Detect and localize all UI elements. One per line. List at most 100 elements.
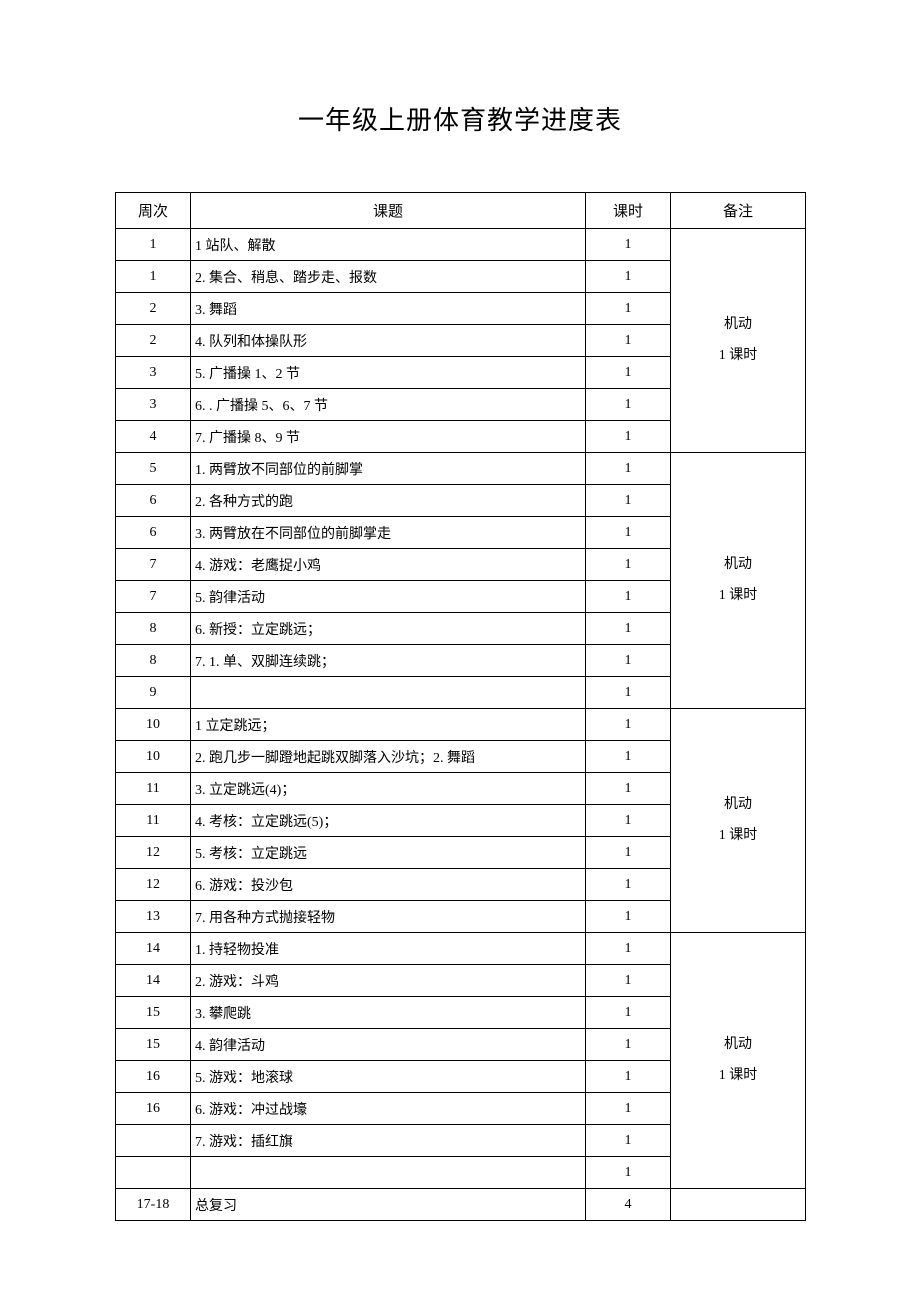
- notes-line: 机动: [671, 550, 805, 581]
- cell-week: 11: [116, 805, 191, 837]
- cell-topic: 6. 新授：立定跳远；: [191, 613, 586, 645]
- cell-topic: 7. 用各种方式抛接轻物: [191, 901, 586, 933]
- cell-week: 15: [116, 1029, 191, 1061]
- cell-week: 3: [116, 357, 191, 389]
- notes-line: 1 课时: [671, 1061, 805, 1092]
- cell-notes: 机动1 课时: [671, 453, 806, 709]
- cell-topic: 2. 集合、稍息、踏步走、报数: [191, 261, 586, 293]
- cell-topic: 5. 广播操 1、2 节: [191, 357, 586, 389]
- cell-hours: 1: [586, 901, 671, 933]
- header-hours: 课时: [586, 193, 671, 229]
- cell-week: 16: [116, 1061, 191, 1093]
- cell-week: 1: [116, 261, 191, 293]
- cell-hours: 1: [586, 1093, 671, 1125]
- cell-week: 4: [116, 421, 191, 453]
- cell-week: 8: [116, 645, 191, 677]
- cell-week: 17-18: [116, 1189, 191, 1221]
- table-header-row: 周次 课题 课时 备注: [116, 193, 806, 229]
- table-row: 51. 两臂放不同部位的前脚掌1机动1 课时: [116, 453, 806, 485]
- cell-week: 6: [116, 485, 191, 517]
- cell-hours: 1: [586, 1125, 671, 1157]
- cell-week: 2: [116, 325, 191, 357]
- cell-topic: 4. 游戏：老鹰捉小鸡: [191, 549, 586, 581]
- cell-topic: 5. 韵律活动: [191, 581, 586, 613]
- header-notes: 备注: [671, 193, 806, 229]
- cell-hours: 1: [586, 453, 671, 485]
- cell-topic: [191, 677, 586, 709]
- cell-hours: 1: [586, 709, 671, 741]
- cell-topic: 6. 游戏：投沙包: [191, 869, 586, 901]
- cell-hours: 1: [586, 357, 671, 389]
- header-week: 周次: [116, 193, 191, 229]
- cell-hours: 1: [586, 837, 671, 869]
- cell-week: 13: [116, 901, 191, 933]
- cell-topic: 7. 广播操 8、9 节: [191, 421, 586, 453]
- cell-topic: 3. 舞蹈: [191, 293, 586, 325]
- cell-hours: 1: [586, 613, 671, 645]
- cell-week: 3: [116, 389, 191, 421]
- cell-hours: 1: [586, 293, 671, 325]
- cell-week: 12: [116, 837, 191, 869]
- cell-hours: 1: [586, 1029, 671, 1061]
- cell-week: 2: [116, 293, 191, 325]
- cell-hours: 1: [586, 261, 671, 293]
- notes-line: 1 课时: [671, 341, 805, 372]
- cell-topic: 6. . 广播操 5、6、7 节: [191, 389, 586, 421]
- cell-hours: 1: [586, 485, 671, 517]
- cell-topic: 4. 队列和体操队形: [191, 325, 586, 357]
- table-row: 11 站队、解散1机动1 课时: [116, 229, 806, 261]
- cell-hours: 1: [586, 805, 671, 837]
- cell-topic: 3. 攀爬跳: [191, 997, 586, 1029]
- cell-hours: 1: [586, 741, 671, 773]
- cell-notes: [671, 1189, 806, 1221]
- cell-week: 16: [116, 1093, 191, 1125]
- cell-topic: 2. 跑几步一脚蹬地起跳双脚落入沙坑；2. 舞蹈: [191, 741, 586, 773]
- cell-week: 7: [116, 581, 191, 613]
- cell-topic: 2. 游戏：斗鸡: [191, 965, 586, 997]
- cell-topic: 4. 考核：立定跳远(5)；: [191, 805, 586, 837]
- cell-hours: 1: [586, 549, 671, 581]
- notes-line: 1 课时: [671, 581, 805, 612]
- cell-topic: 3. 立定跳远(4)；: [191, 773, 586, 805]
- cell-week: 15: [116, 997, 191, 1029]
- cell-topic: 1. 两臂放不同部位的前脚掌: [191, 453, 586, 485]
- cell-hours: 1: [586, 773, 671, 805]
- cell-week: 7: [116, 549, 191, 581]
- cell-week: 10: [116, 741, 191, 773]
- page-title: 一年级上册体育教学进度表: [115, 100, 805, 137]
- cell-notes: 机动1 课时: [671, 709, 806, 933]
- notes-line: 机动: [671, 790, 805, 821]
- cell-hours: 1: [586, 325, 671, 357]
- cell-notes: 机动1 课时: [671, 229, 806, 453]
- table-row: 141. 持轻物投准1机动1 课时: [116, 933, 806, 965]
- cell-hours: 1: [586, 581, 671, 613]
- cell-topic: 1. 持轻物投准: [191, 933, 586, 965]
- cell-week: 9: [116, 677, 191, 709]
- cell-hours: 1: [586, 1061, 671, 1093]
- schedule-table: 周次 课题 课时 备注 11 站队、解散1机动1 课时12. 集合、稍息、踏步走…: [115, 192, 806, 1221]
- cell-hours: 1: [586, 421, 671, 453]
- cell-hours: 1: [586, 933, 671, 965]
- cell-week: 8: [116, 613, 191, 645]
- cell-topic: 7. 游戏：插红旗: [191, 1125, 586, 1157]
- cell-week: [116, 1125, 191, 1157]
- cell-hours: 1: [586, 517, 671, 549]
- cell-week: 1: [116, 229, 191, 261]
- cell-topic: 2. 各种方式的跑: [191, 485, 586, 517]
- cell-hours: 1: [586, 965, 671, 997]
- cell-hours: 1: [586, 229, 671, 261]
- cell-hours: 1: [586, 1157, 671, 1189]
- cell-week: [116, 1157, 191, 1189]
- notes-line: 机动: [671, 310, 805, 341]
- cell-notes: 机动1 课时: [671, 933, 806, 1189]
- cell-topic: 5. 考核：立定跳远: [191, 837, 586, 869]
- table-row: 101 立定跳远；1机动1 课时: [116, 709, 806, 741]
- cell-topic: 4. 韵律活动: [191, 1029, 586, 1061]
- cell-hours: 1: [586, 389, 671, 421]
- cell-topic: 1 站队、解散: [191, 229, 586, 261]
- cell-week: 5: [116, 453, 191, 485]
- cell-hours: 1: [586, 677, 671, 709]
- cell-topic: 6. 游戏：冲过战壕: [191, 1093, 586, 1125]
- cell-week: 14: [116, 965, 191, 997]
- cell-topic: [191, 1157, 586, 1189]
